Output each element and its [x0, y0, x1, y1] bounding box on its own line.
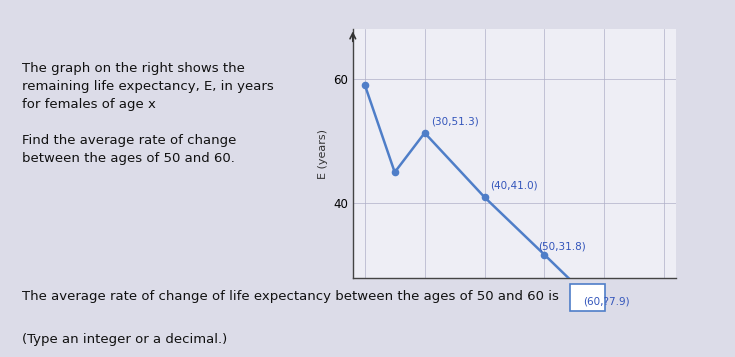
Point [478, 194, 490, 200]
Text: (60,?7.9): (60,?7.9) [584, 297, 630, 307]
Text: (50,31.8): (50,31.8) [539, 242, 587, 252]
Point [389, 170, 401, 175]
Text: (30,51.3): (30,51.3) [431, 117, 478, 127]
Point [419, 130, 431, 136]
Point [598, 310, 610, 316]
Text: The graph on the right shows the
remaining life expectancy, E, in years
for fema: The graph on the right shows the remaini… [22, 62, 274, 165]
Text: (40,41.0): (40,41.0) [490, 181, 538, 191]
FancyBboxPatch shape [570, 284, 605, 311]
Text: (Type an integer or a decimal.): (Type an integer or a decimal.) [22, 333, 227, 346]
Point [359, 82, 370, 88]
Text: The average rate of change of life expectancy between the ages of 50 and 60 is: The average rate of change of life expec… [22, 290, 559, 303]
Point [539, 252, 551, 258]
Y-axis label: E (years): E (years) [318, 129, 328, 178]
